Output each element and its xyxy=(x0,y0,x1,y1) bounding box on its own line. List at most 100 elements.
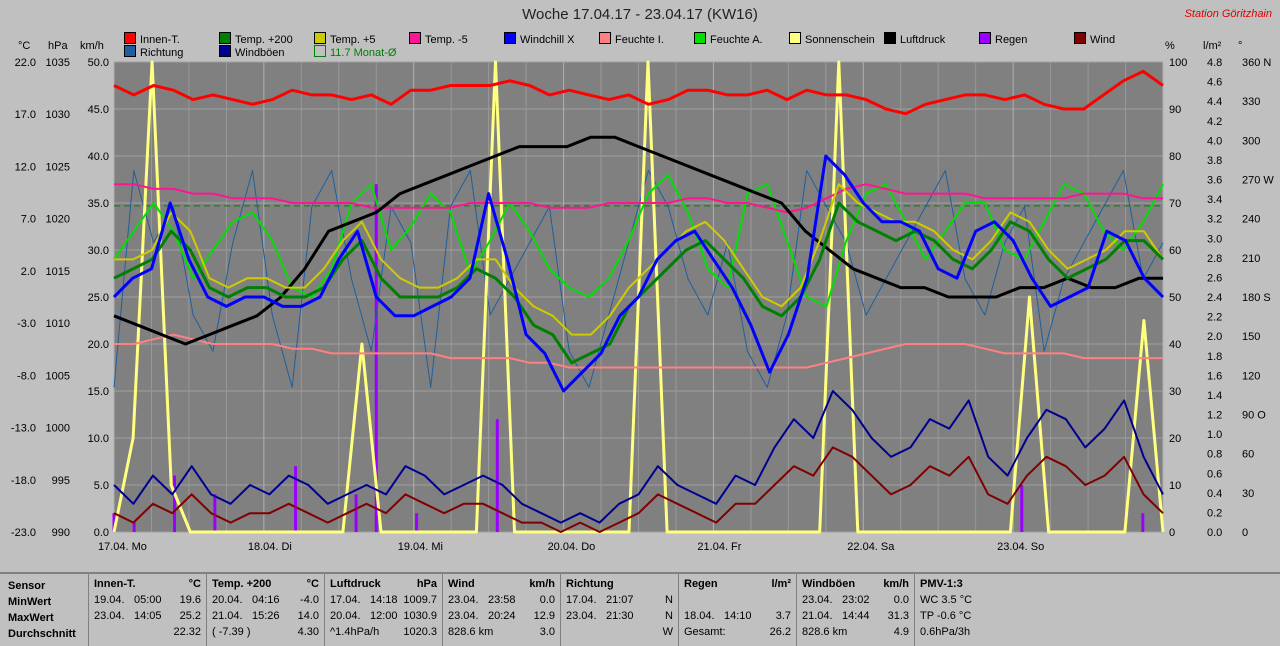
legend-swatch xyxy=(1074,32,1086,44)
humidity-tick-label: 0 xyxy=(1169,527,1175,539)
temp-tick-label: -3.0 xyxy=(17,318,36,330)
stats-section: Innen-T. °C 19.04. 05:00 19.6 23.04. 14:05 25.2… xyxy=(88,574,207,646)
rain-tick-label: 3.0 xyxy=(1207,233,1222,245)
stats-value: 1030.9 xyxy=(403,610,437,622)
stats-value: 0.0 xyxy=(539,594,555,606)
legend-item: Wind xyxy=(1074,32,1115,46)
rain-tick-label: 3.8 xyxy=(1207,155,1222,167)
temp-tick-label: 2.0 xyxy=(21,266,36,278)
stats-date: 0.6hPa/3h xyxy=(920,626,971,638)
wind-tick-label: 30.0 xyxy=(88,245,109,257)
wind-tick-label: 45.0 xyxy=(88,104,109,116)
direction-tick-label: 240 xyxy=(1242,214,1260,226)
stats-section-unit: l/m² xyxy=(771,578,791,590)
pressure-tick-label: 990 xyxy=(52,527,70,539)
temp-tick-label: -18.0 xyxy=(11,475,36,487)
stats-label-min: MinWert xyxy=(8,596,52,608)
series-line-richtung xyxy=(113,170,1164,388)
rain-tick-label: 0.2 xyxy=(1207,507,1222,519)
rain-tick-label: 4.6 xyxy=(1207,77,1222,89)
chart-title: Woche 17.04.17 - 23.04.17 (KW16) xyxy=(522,6,758,23)
legend-swatch xyxy=(314,45,326,57)
rain-bar xyxy=(354,494,358,532)
stats-time: 21:07 xyxy=(606,594,634,606)
stats-date: ( -7.39 ) xyxy=(212,626,251,638)
station-name: Station Göritzhain xyxy=(1184,8,1272,20)
rain-tick-label: 2.6 xyxy=(1207,272,1222,284)
direction-tick-label: 60 xyxy=(1242,449,1254,461)
legend-swatch xyxy=(504,32,516,44)
axis-labels: 22.0 17.0 12.0 7.0 2.0 -3.0 -8.0 -13.0 -18.0 -23.… xyxy=(11,57,1274,553)
legend-item: Windböen xyxy=(219,45,285,59)
stats-section: Wind km/h 23.04. 23:58 0.0 23.04. 20:24 12.9 828… xyxy=(442,574,561,646)
legend-swatch xyxy=(789,32,801,44)
legend-swatch xyxy=(599,32,611,44)
stats-value: 3.0 xyxy=(539,626,555,638)
legend-label: Richtung xyxy=(140,47,184,59)
x-tick-label: 22.04. Sa xyxy=(847,541,895,553)
direction-tick-label: 300 xyxy=(1242,135,1260,147)
stats-section-title: Innen-T. xyxy=(94,578,136,590)
pressure-tick-label: 1005 xyxy=(46,370,70,382)
pressure-tick-label: 1010 xyxy=(46,318,70,330)
legend-label: Feuchte A. xyxy=(710,34,763,46)
stats-date: TP -0.6 °C xyxy=(920,610,972,622)
stats-date: 20.04. xyxy=(212,594,243,606)
stats-time: 14:44 xyxy=(842,610,870,622)
series-line-feuchte-i- xyxy=(114,333,1163,369)
legend-swatch xyxy=(124,32,136,44)
humidity-tick-label: 90 xyxy=(1169,104,1181,116)
legend-label: Temp. +200 xyxy=(235,34,293,46)
x-tick-label: 23.04. So xyxy=(997,541,1044,553)
legend-item: Innen-T. xyxy=(124,32,180,46)
humidity-tick-label: 40 xyxy=(1169,339,1181,351)
wind-tick-label: 20.0 xyxy=(88,339,109,351)
legend-swatch xyxy=(314,32,326,44)
legend-swatch xyxy=(884,32,896,44)
unit-hpa: hPa xyxy=(48,40,68,52)
rain-bar xyxy=(112,513,116,532)
legend-swatch xyxy=(219,45,231,57)
temp-tick-label: 7.0 xyxy=(21,214,36,226)
rain-tick-label: 1.6 xyxy=(1207,370,1222,382)
humidity-tick-label: 60 xyxy=(1169,245,1181,257)
direction-tick-label: 90 O xyxy=(1242,410,1266,422)
stats-value: N xyxy=(665,594,673,606)
wind-tick-label: 0.0 xyxy=(94,527,109,539)
stats-date: 19.04. xyxy=(94,594,125,606)
rain-tick-label: 0.4 xyxy=(1207,488,1222,500)
stats-section-title: Temp. +200 xyxy=(212,578,272,590)
direction-tick-label: 210 xyxy=(1242,253,1260,265)
direction-tick-label: 330 xyxy=(1242,96,1260,108)
unit-lm2: l/m² xyxy=(1203,40,1222,52)
unit-deg: ° xyxy=(1238,40,1243,52)
direction-tick-label: 270 W xyxy=(1242,175,1274,187)
legend-swatch xyxy=(979,32,991,44)
legend-item: Luftdruck xyxy=(884,32,945,46)
rain-bars xyxy=(112,184,1145,532)
humidity-tick-label: 10 xyxy=(1169,480,1181,492)
legend-swatch xyxy=(409,32,421,44)
wind-tick-label: 5.0 xyxy=(94,480,109,492)
pressure-tick-label: 995 xyxy=(52,475,70,487)
stats-value: 1009.7 xyxy=(403,594,437,606)
legend-item: Regen xyxy=(979,32,1027,46)
temp-tick-label: -8.0 xyxy=(17,370,36,382)
stats-time: 05:00 xyxy=(134,594,162,606)
wind-tick-label: 40.0 xyxy=(88,151,109,163)
stats-date: 23.04. xyxy=(448,594,479,606)
legend-item: 11.7 Monat-Ø xyxy=(314,45,396,59)
wind-tick-label: 10.0 xyxy=(88,433,109,445)
legend-item: Temp. -5 xyxy=(409,32,468,46)
stats-label-avg: Durchschnitt xyxy=(8,628,76,640)
rain-bar xyxy=(1020,485,1024,532)
stats-date: 20.04. xyxy=(330,610,361,622)
stats-date: 21.04. xyxy=(802,610,833,622)
legend-item: Temp. +5 xyxy=(314,32,376,46)
stats-value: 25.2 xyxy=(179,610,201,622)
stats-time: 23:58 xyxy=(488,594,516,606)
rain-tick-label: 1.8 xyxy=(1207,351,1222,363)
stats-date: 23.04. xyxy=(448,610,479,622)
stats-label-sensor: Sensor xyxy=(8,580,46,592)
rain-tick-label: 1.4 xyxy=(1207,390,1222,402)
